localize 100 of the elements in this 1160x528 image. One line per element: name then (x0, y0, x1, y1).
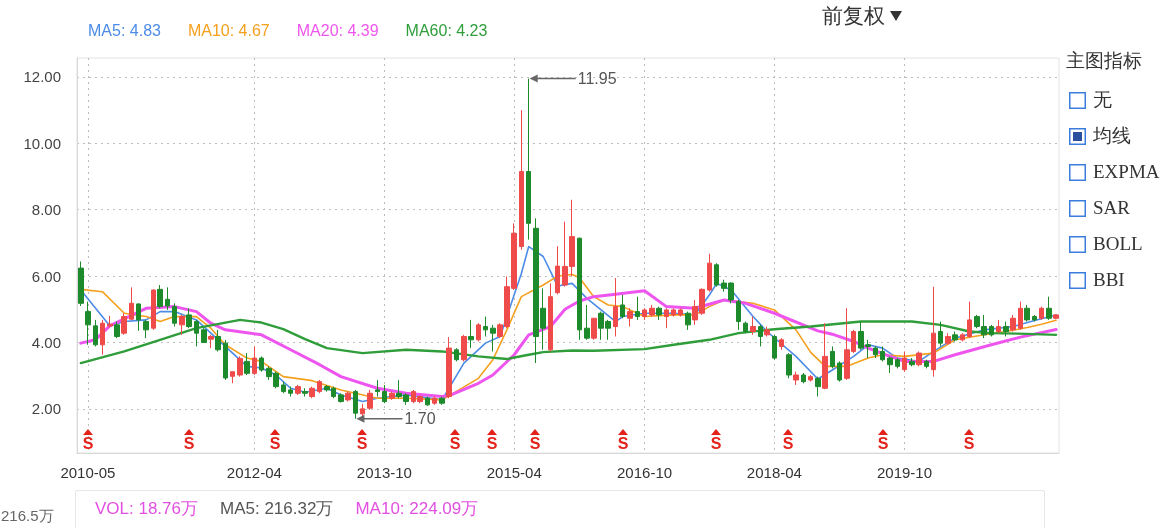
candlestick (252, 345, 257, 376)
candlestick (758, 324, 763, 347)
x-tick-label: 2012-04 (226, 464, 282, 481)
candlestick (375, 379, 380, 398)
candlestick (461, 334, 467, 362)
text: BBI (1093, 269, 1125, 291)
candlestick (483, 316, 488, 337)
candlestick (830, 345, 835, 369)
candlestick (887, 355, 893, 374)
candlestick (1010, 314, 1016, 333)
candlestick (656, 306, 662, 321)
y-tick-label: 6.00 (31, 267, 61, 285)
candlestick (548, 282, 553, 352)
candlestick (916, 350, 922, 367)
annotation: S (486, 435, 498, 452)
candlestick (121, 312, 127, 336)
candlestick (750, 316, 756, 336)
y-tick-label: 4.00 (31, 333, 61, 351)
candlestick (952, 331, 958, 342)
candlestick (764, 326, 770, 337)
candlestick (924, 359, 929, 369)
candlestick (223, 339, 228, 381)
annotation: S (82, 435, 94, 452)
annotation: S (782, 435, 794, 452)
candlestick (259, 355, 264, 373)
candlestick (129, 286, 134, 321)
candlestick (382, 384, 387, 404)
text: MA5: 4.83 (88, 21, 162, 39)
x-tick-label: 2019-10 (876, 464, 932, 481)
candlestick (880, 345, 885, 362)
candlestick (822, 322, 828, 390)
candlestick (288, 386, 293, 398)
x-tick-label: 2015-04 (486, 464, 542, 481)
candlestick (613, 277, 618, 337)
annotation: S (449, 435, 461, 452)
candlestick (309, 386, 315, 399)
candlestick (490, 324, 496, 352)
annotation: S (269, 435, 281, 452)
candlestick (989, 324, 994, 337)
text: 无 (1093, 89, 1112, 111)
annotation: S (710, 435, 722, 452)
candlestick (786, 352, 792, 379)
candlestick (439, 396, 445, 406)
candlestick (215, 329, 221, 352)
candlestick (793, 371, 799, 386)
candlestick (136, 302, 141, 332)
candlestick (157, 284, 163, 309)
candlestick (649, 304, 655, 318)
x-tick-label: 2013-10 (356, 464, 412, 481)
candlestick (584, 304, 590, 341)
y-tick-label: 2.00 (31, 400, 61, 418)
candlestick (360, 403, 365, 418)
candlestick (237, 355, 243, 378)
text: 主图指标 (1066, 49, 1143, 73)
candlestick (555, 245, 560, 295)
text: SAR (1093, 197, 1130, 219)
text: MA5: 216.32万 (220, 497, 334, 520)
candlestick (931, 286, 936, 378)
candlestick (194, 319, 199, 347)
annotation: 11.95 (577, 70, 617, 88)
candlestick (93, 319, 98, 347)
x-tick-label: 2016-10 (617, 464, 673, 481)
candlestick (945, 332, 951, 346)
candlestick (295, 384, 301, 396)
candlestick (577, 237, 582, 341)
candlestick (244, 352, 250, 376)
candlestick (338, 392, 344, 404)
candlestick (664, 307, 669, 329)
annotation: S (529, 435, 541, 452)
text: EXPMA (1093, 161, 1160, 183)
candlestick (743, 321, 748, 334)
candlestick (143, 319, 149, 339)
candlestick (425, 396, 430, 407)
text: MA10: 224.09万 (355, 497, 479, 520)
candlestick (179, 314, 185, 336)
candlestick (389, 391, 395, 401)
text: MA20: 4.39 (296, 21, 379, 39)
candlestick (114, 321, 120, 339)
candlestick (837, 360, 842, 383)
candlestick (1024, 304, 1030, 323)
candlestick (85, 301, 91, 346)
candlestick (151, 288, 156, 331)
candlestick (902, 350, 907, 373)
candlestick (671, 307, 676, 318)
candlestick (468, 319, 474, 349)
candlestick (353, 389, 358, 420)
candlestick (446, 336, 452, 399)
annotation: S (617, 435, 629, 452)
candlestick (620, 294, 625, 319)
candlestick (186, 307, 192, 329)
candlestick (1003, 321, 1009, 337)
candlestick (895, 357, 900, 369)
x-tick-label: 2010-05 (60, 464, 116, 481)
candlestick (165, 286, 170, 311)
candlestick (1032, 314, 1037, 323)
candlestick (808, 374, 813, 383)
candlestick (345, 391, 351, 403)
annotation: S (356, 435, 368, 452)
candlestick (714, 262, 719, 288)
candlestick (519, 109, 524, 251)
